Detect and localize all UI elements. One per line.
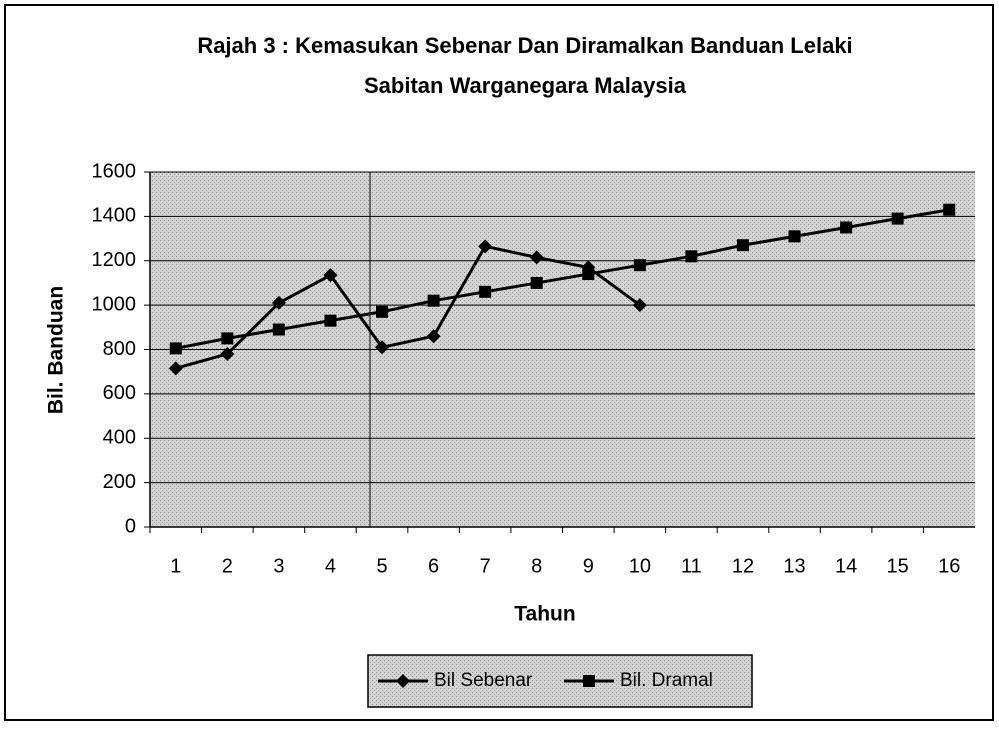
marker [736,239,749,252]
marker [633,259,646,272]
marker [583,675,595,687]
y-tick-label: 600 [103,382,136,404]
x-tick-label: 14 [835,555,857,577]
legend-label: Bil. Dramal [620,670,713,691]
marker [426,329,441,344]
marker [168,361,183,376]
marker [840,221,853,234]
marker [530,276,543,289]
marker [396,674,410,688]
x-tick-label: 11 [681,555,702,577]
marker [324,314,337,327]
marker [632,298,647,313]
marker [376,305,389,318]
x-tick-label: 8 [531,555,542,577]
x-tick-label: 4 [325,555,336,577]
x-tick-label: 15 [887,555,909,577]
x-axis-label: Tahun [514,603,575,626]
y-tick-label: 800 [103,338,136,360]
marker [943,203,956,216]
marker [582,268,595,281]
x-tick-label: 9 [583,555,594,577]
y-tick-label: 200 [103,471,136,493]
marker [479,285,492,298]
marker [220,346,235,361]
x-tick-label: 16 [938,555,960,577]
x-tick-label: 5 [376,555,387,577]
marker [529,250,544,265]
marker [375,340,390,355]
marker [788,230,801,243]
y-tick-label: 1200 [92,249,137,271]
marker [685,250,698,263]
legend-label: Bil Sebenar [434,670,533,691]
marker [272,323,285,336]
x-tick-label: 10 [629,555,651,577]
chart-title: Sabitan Warganegara Malaysia [364,73,687,98]
marker [271,295,286,310]
series-line [175,244,641,370]
y-tick-label: 1000 [92,293,137,315]
chart-title: Rajah 3 : Kemasukan Sebenar Dan Diramalk… [197,33,852,58]
marker [427,294,440,307]
marker [169,342,182,355]
marker [221,332,234,345]
y-tick-label: 1400 [92,205,137,227]
x-tick-label: 3 [273,555,284,577]
marker [323,268,338,283]
series-line [175,208,950,350]
y-tick-label: 0 [125,515,136,537]
x-tick-label: 6 [428,555,439,577]
y-axis-label: Bil. Banduan [45,286,68,414]
x-tick-label: 7 [480,555,491,577]
x-tick-label: 1 [170,555,181,577]
x-tick-label: 12 [732,555,754,577]
legend [367,654,753,708]
marker [891,212,904,225]
marker [478,239,493,254]
y-tick-label: 1600 [92,160,137,182]
y-tick-label: 400 [103,427,136,449]
x-tick-label: 13 [783,555,805,577]
x-tick-label: 2 [222,555,233,577]
